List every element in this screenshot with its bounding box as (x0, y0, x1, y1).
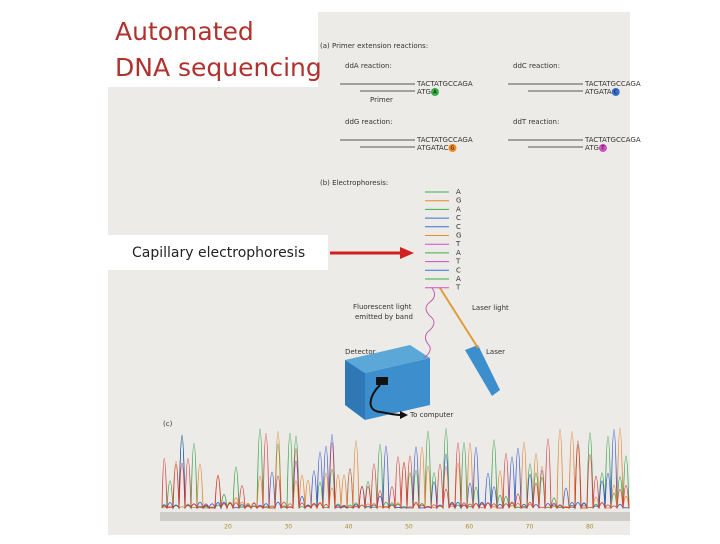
laser-label: Laser (486, 348, 505, 356)
trace (161, 428, 630, 510)
position-label: 40 (345, 524, 353, 531)
laser-body (465, 345, 500, 396)
part-label: (b) Electrophoresis: (320, 179, 388, 187)
position-label: 80 (586, 524, 594, 531)
product-seq: ATGATAC (417, 144, 449, 152)
dd-dot (448, 144, 457, 152)
template-seq: TACTATGCCAGA (584, 80, 641, 88)
computer-arrowhead (400, 411, 408, 419)
position-label: 70 (526, 524, 534, 531)
callout-text: Capillary electrophoresis (132, 245, 305, 261)
reaction-name: ddA reaction: (345, 62, 392, 70)
product-seq: ATG (417, 88, 431, 96)
part-label: (a) Primer extension reactions: (320, 42, 428, 50)
band-letter: C (456, 214, 461, 222)
detector-side (345, 360, 365, 420)
position-label: 20 (224, 524, 232, 531)
part-label: (c) (163, 420, 173, 428)
template-seq: TACTATGCCAGA (416, 80, 473, 88)
fluorescent-label: emitted by band (355, 313, 413, 321)
position-label: 60 (465, 524, 473, 531)
band-letter: A (456, 205, 461, 213)
computer-label: To computer (409, 411, 453, 419)
detector-label: Detector (345, 348, 376, 356)
reaction-name: ddG reaction: (345, 118, 392, 126)
band-letter: T (455, 284, 461, 292)
band-letter: G (456, 232, 461, 240)
detector-port (376, 377, 388, 385)
cable (369, 384, 401, 416)
detector-front (365, 358, 430, 420)
detector-top (345, 345, 430, 373)
sequence-bar (160, 512, 630, 521)
reaction-name: ddT reaction: (513, 118, 559, 126)
band-letter: T (455, 240, 461, 248)
title-line: DNA sequencing (115, 53, 322, 82)
product-seq: ATGATA (585, 88, 612, 96)
product-seq: ATG (585, 144, 599, 152)
dd-dot (598, 144, 607, 152)
band-letter: A (456, 275, 461, 283)
band-letter: T (455, 258, 461, 266)
band-letter: C (456, 223, 461, 231)
laser-beam (439, 287, 479, 349)
fluorescent-label: Fluorescent light (353, 303, 412, 311)
trace (161, 433, 630, 510)
callout-arrowhead (400, 247, 414, 259)
callout-backdrop (108, 235, 328, 270)
dd-dot-letter: T (600, 146, 605, 152)
template-seq: TACTATGCCAGA (584, 136, 641, 144)
reaction-name: ddC reaction: (513, 62, 560, 70)
band-letter: C (456, 266, 461, 274)
dd-dot (430, 88, 439, 96)
title-line: Automated (115, 17, 254, 46)
band-letter: A (456, 249, 461, 257)
dd-dot-letter: C (614, 90, 618, 96)
fluorescent-light (423, 287, 436, 359)
position-label: 50 (405, 524, 413, 531)
dd-dot-letter: G (451, 146, 455, 152)
title-backdrop (108, 12, 318, 87)
dd-dot (611, 88, 620, 96)
position-label: 30 (284, 524, 292, 531)
band-letter: G (456, 197, 461, 205)
scanned-page (108, 12, 630, 535)
band-letter: A (456, 188, 461, 196)
laser-light-label: Laser light (472, 304, 509, 312)
dd-dot-letter: A (433, 90, 437, 96)
template-seq: TACTATGCCAGA (416, 136, 473, 144)
primer-label: Primer (370, 96, 393, 104)
